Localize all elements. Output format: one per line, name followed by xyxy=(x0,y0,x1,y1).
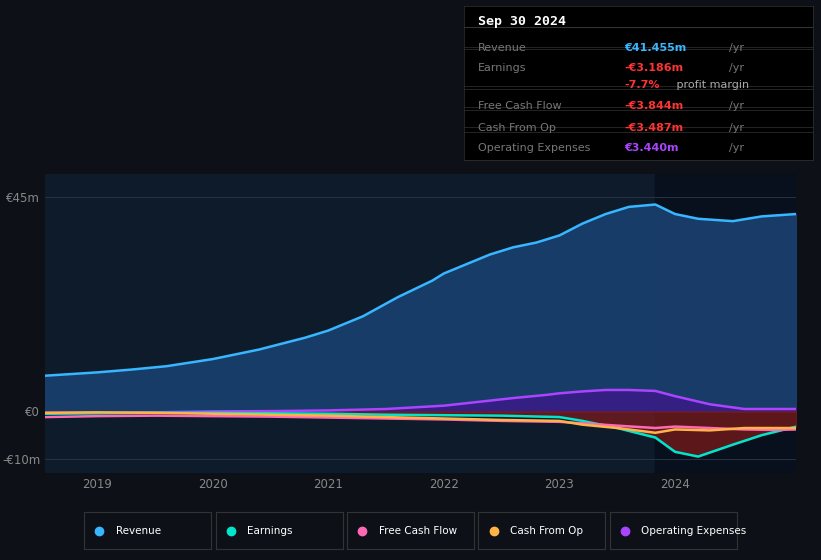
Text: -€3.487m: -€3.487m xyxy=(624,123,684,133)
Text: Earnings: Earnings xyxy=(478,63,526,73)
Text: Revenue: Revenue xyxy=(478,43,526,53)
Text: -€3.844m: -€3.844m xyxy=(624,101,684,111)
Text: Free Cash Flow: Free Cash Flow xyxy=(478,101,562,111)
Text: Sep 30 2024: Sep 30 2024 xyxy=(478,15,566,28)
Text: €41.455m: €41.455m xyxy=(624,43,686,53)
Text: /yr: /yr xyxy=(729,63,744,73)
Text: /yr: /yr xyxy=(729,123,744,133)
Text: /yr: /yr xyxy=(729,43,744,53)
Text: -€3.186m: -€3.186m xyxy=(624,63,684,73)
Text: Operating Expenses: Operating Expenses xyxy=(478,143,590,153)
Text: Operating Expenses: Operating Expenses xyxy=(641,526,746,535)
Bar xyxy=(655,174,796,473)
Text: -7.7%: -7.7% xyxy=(624,80,660,90)
Text: Earnings: Earnings xyxy=(247,526,293,535)
Text: Cash From Op: Cash From Op xyxy=(510,526,583,535)
Text: /yr: /yr xyxy=(729,143,744,153)
Text: /yr: /yr xyxy=(729,101,744,111)
Text: €3.440m: €3.440m xyxy=(624,143,679,153)
Text: Revenue: Revenue xyxy=(116,526,161,535)
Text: Free Cash Flow: Free Cash Flow xyxy=(378,526,456,535)
Text: profit margin: profit margin xyxy=(673,80,750,90)
Text: Cash From Op: Cash From Op xyxy=(478,123,556,133)
